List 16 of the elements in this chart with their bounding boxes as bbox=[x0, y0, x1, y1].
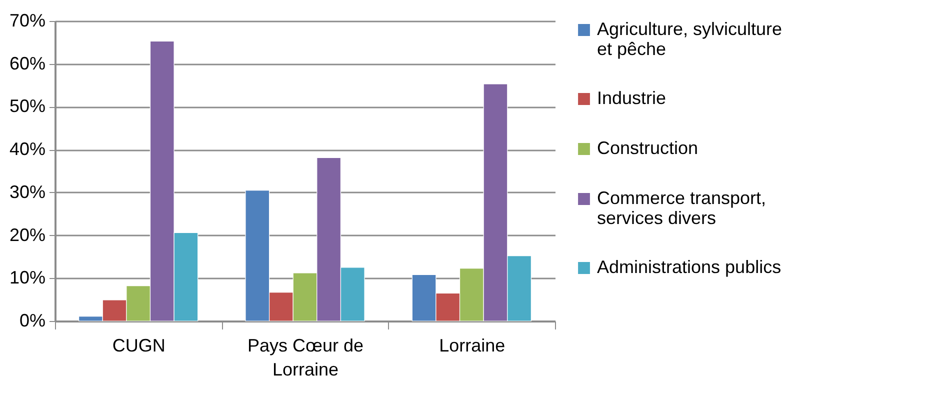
y-tick-label: 50% bbox=[9, 96, 46, 116]
y-tick-label: 60% bbox=[9, 53, 46, 74]
legend-label: Administrations publics bbox=[597, 257, 782, 277]
x-tick-label: Pays Cœur de Lorraine bbox=[247, 336, 364, 380]
x-tick-label: CUGN bbox=[112, 336, 166, 356]
y-tick-label: 30% bbox=[9, 182, 46, 202]
legend-label: Agriculture, sylviculture et pêche bbox=[597, 19, 782, 59]
legend-label: Construction bbox=[597, 138, 698, 158]
legend-label: Commerce transport, services divers bbox=[597, 188, 766, 228]
y-tick-label: 70% bbox=[9, 10, 46, 30]
y-tick-label: 0% bbox=[19, 310, 46, 330]
x-tick-label: Lorraine bbox=[439, 336, 506, 356]
y-tick-label: 10% bbox=[9, 268, 46, 288]
y-tick-label: 20% bbox=[9, 224, 46, 245]
legend-label: Industrie bbox=[597, 88, 666, 108]
y-tick-label: 40% bbox=[9, 139, 46, 160]
